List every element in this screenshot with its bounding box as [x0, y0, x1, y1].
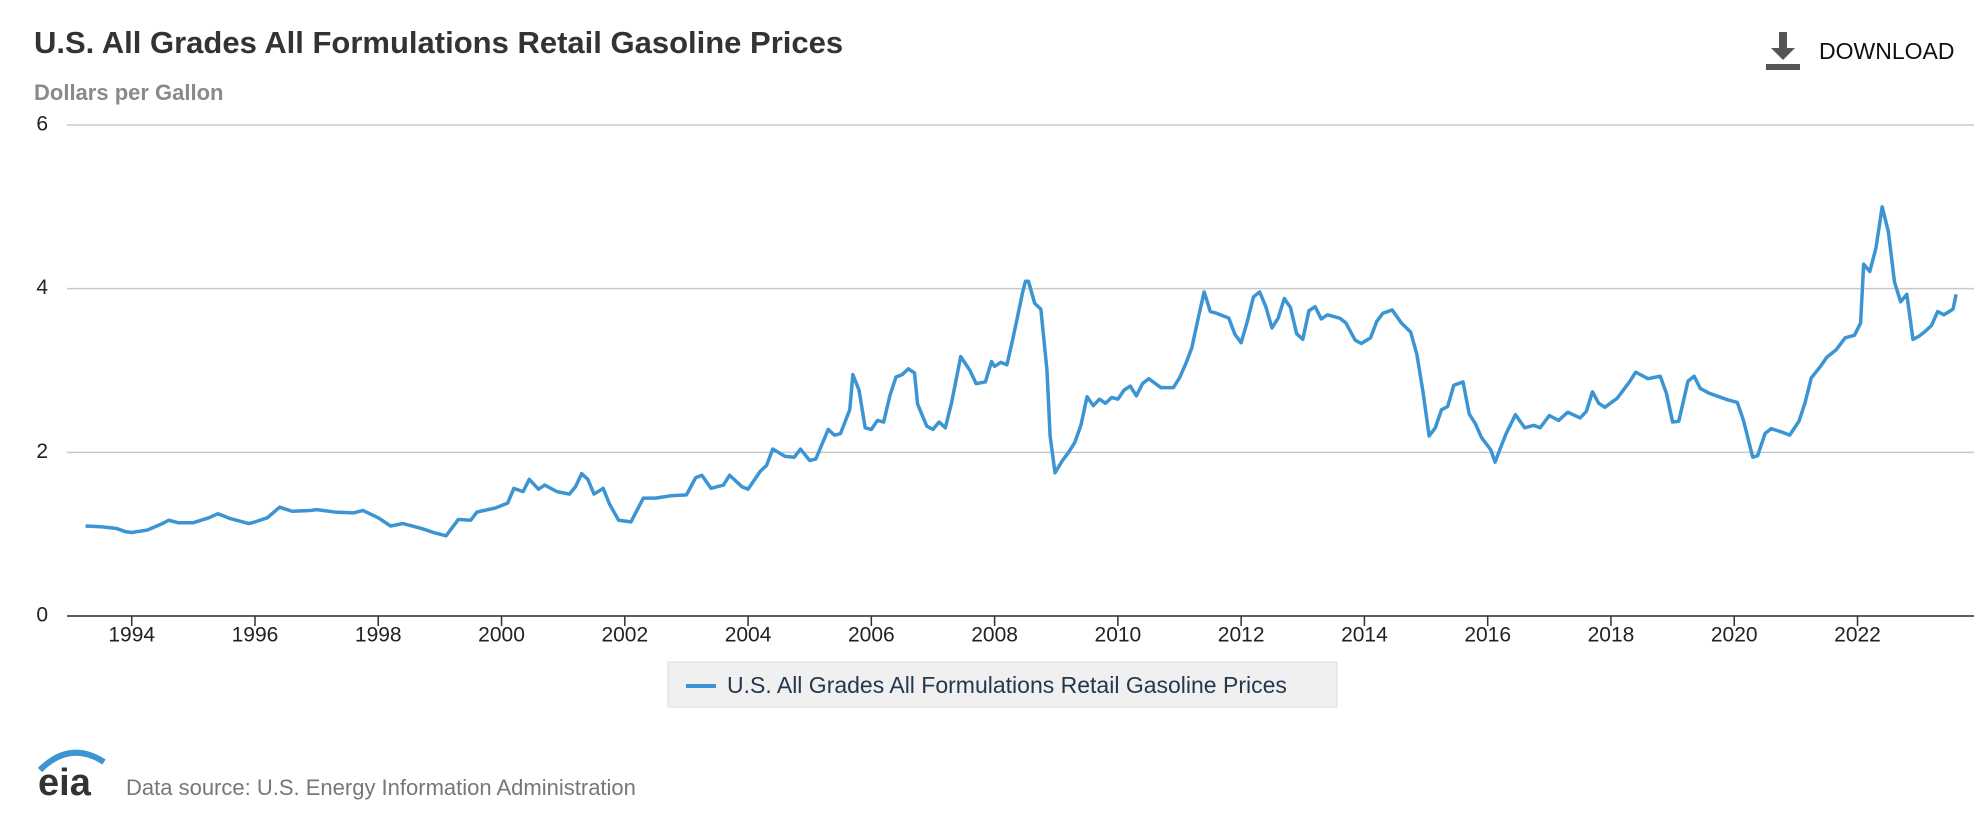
x-tick-label: 2012: [1218, 624, 1265, 647]
x-tick-label: 1994: [108, 624, 155, 647]
x-tick-label: 2000: [478, 624, 525, 647]
download-icon-stem: [1779, 32, 1787, 50]
chart-title: U.S. All Grades All Formulations Retail …: [34, 25, 843, 60]
y-tick-label: 4: [36, 276, 48, 299]
logo-arc: [37, 749, 106, 773]
y-tick-label: 0: [36, 604, 48, 627]
x-tick-label: 2004: [725, 624, 772, 647]
x-tick-label: 2020: [1711, 624, 1758, 647]
logo-text: eia: [38, 762, 92, 804]
download-icon-base: [1766, 64, 1800, 70]
y-axis-unit: Dollars per Gallon: [34, 80, 224, 105]
legend-label: U.S. All Grades All Formulations Retail …: [727, 672, 1287, 698]
x-tick-label: 2006: [848, 624, 895, 647]
download-button[interactable]: DOWNLOAD: [1766, 32, 1954, 70]
download-icon-arrow: [1771, 48, 1795, 60]
legend-box: [667, 661, 1338, 708]
x-tick-label: 1996: [232, 624, 279, 647]
x-tick-label: 1998: [355, 624, 402, 647]
x-tick-label: 2010: [1095, 624, 1142, 647]
eia-logo: eia: [37, 749, 106, 804]
x-tick-label: 2002: [601, 624, 648, 647]
y-tick-label: 2: [36, 440, 48, 463]
legend[interactable]: U.S. All Grades All Formulations Retail …: [667, 661, 1338, 708]
x-tick-label: 2014: [1341, 624, 1388, 647]
y-tick-label: 6: [36, 113, 48, 136]
x-tick-label: 2018: [1588, 624, 1635, 647]
data-source: Data source: U.S. Energy Information Adm…: [126, 775, 636, 800]
x-tick-label: 2016: [1464, 624, 1511, 647]
series-line: [85, 205, 1958, 538]
x-tick-label: 2022: [1834, 624, 1881, 647]
plot-area: 0 2 4 6 1994 1996 1998 2000 2002 2004 2006 2008 2010…: [36, 113, 1974, 647]
download-label[interactable]: DOWNLOAD: [1819, 38, 1954, 64]
x-tick-label: 2008: [971, 624, 1018, 647]
